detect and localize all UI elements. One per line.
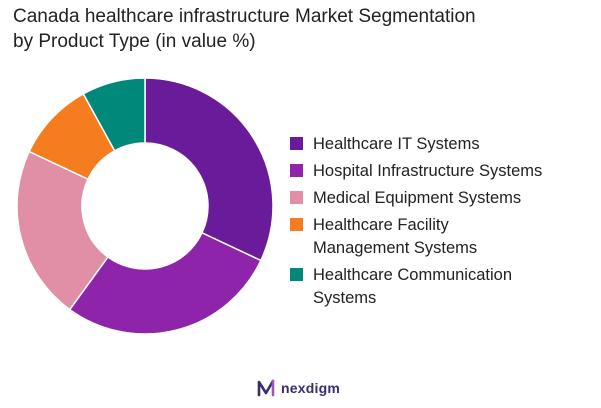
legend-label-1-line-1: Healthcare IT Systems — [313, 135, 480, 153]
legend-label-2: Hospital Infrastructure Systems — [313, 160, 542, 183]
legend-label-4-line-1: Healthcare Facility — [313, 216, 449, 234]
chart-legend: Healthcare IT Systems Hospital Infrastruc… — [290, 133, 595, 314]
legend-label-5-line-2: Systems — [313, 289, 377, 307]
donut-slice-2 — [68, 231, 262, 335]
legend-swatch-1 — [290, 137, 303, 150]
legend-item-3: Medical Equipment Systems — [290, 187, 595, 210]
chart-title-line-1: Canada healthcare infrastructure Market … — [13, 6, 476, 27]
chart-title: Canada healthcare infrastructure Market … — [13, 4, 573, 54]
nexdigm-logo-icon — [257, 379, 275, 397]
legend-label-4-line-2: Management Systems — [313, 239, 478, 257]
legend-label-2-line-1: Hospital Infrastructure Systems — [313, 162, 543, 180]
legend-swatch-3 — [290, 191, 303, 204]
brand-logo: nexdigm — [256, 378, 340, 398]
legend-swatch-5 — [290, 268, 303, 281]
legend-item-2: Hospital Infrastructure Systems — [290, 160, 595, 183]
legend-label-5: Healthcare Communication Systems — [313, 264, 512, 310]
legend-item-4: Healthcare Facility Management Systems — [290, 214, 595, 260]
donut-slice-5 — [82, 77, 146, 152]
chart-title-line-2: by Product Type (in value %) — [13, 31, 256, 52]
legend-label-5-line-1: Healthcare Communication — [313, 266, 513, 284]
legend-label-3-line-1: Medical Equipment Systems — [313, 189, 522, 207]
legend-item-1: Healthcare IT Systems — [290, 133, 595, 156]
donut-slice-1 — [144, 77, 274, 262]
donut-slice-3 — [16, 150, 110, 311]
legend-swatch-4 — [290, 218, 303, 231]
brand-name: nexdigm — [281, 380, 340, 396]
legend-swatch-2 — [290, 164, 303, 177]
legend-label-4: Healthcare Facility Management Systems — [313, 214, 477, 260]
legend-label-3: Medical Equipment Systems — [313, 187, 521, 210]
legend-item-5: Healthcare Communication Systems — [290, 264, 595, 310]
legend-label-1: Healthcare IT Systems — [313, 133, 480, 156]
